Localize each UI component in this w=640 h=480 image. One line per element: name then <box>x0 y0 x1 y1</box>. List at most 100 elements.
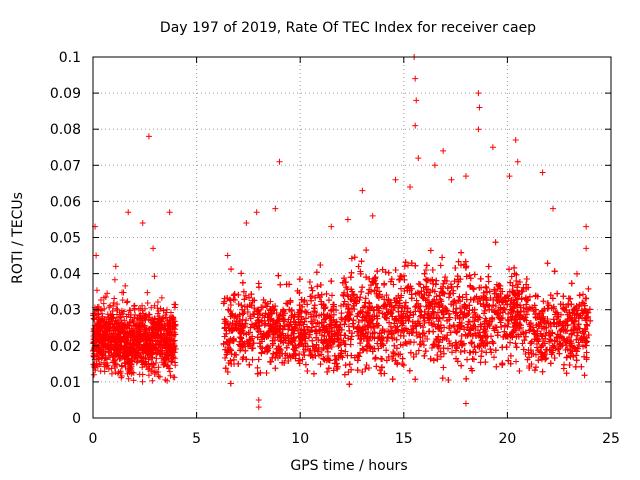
data-point <box>151 273 158 280</box>
data-point <box>539 368 546 375</box>
data-point <box>154 298 161 305</box>
grid <box>93 57 611 418</box>
data-point <box>113 305 120 312</box>
data-point <box>121 308 128 315</box>
data-point <box>93 287 100 294</box>
data-point <box>111 295 118 302</box>
data-point <box>500 305 507 312</box>
data-point <box>348 255 355 262</box>
data-point <box>563 370 570 377</box>
data-point <box>427 247 434 254</box>
data-point <box>145 311 152 318</box>
data-point <box>506 266 513 273</box>
data-point <box>335 343 342 350</box>
data-point <box>171 304 178 311</box>
x-axis-label: GPS time / hours <box>290 458 407 474</box>
data-point <box>457 349 464 356</box>
data-point <box>114 301 121 308</box>
data-point <box>139 378 146 385</box>
data-point <box>462 258 469 265</box>
data-point <box>385 269 392 276</box>
data-point <box>117 313 124 320</box>
data-point <box>535 357 542 364</box>
data-point <box>412 376 419 383</box>
data-point <box>127 307 134 314</box>
data-point <box>309 337 316 344</box>
data-point <box>120 289 127 296</box>
data-point <box>363 247 370 254</box>
data-point <box>585 285 592 292</box>
data-point <box>104 311 111 318</box>
data-point <box>373 363 380 370</box>
data-point <box>123 299 130 306</box>
data-point <box>148 368 155 375</box>
data-point <box>581 372 588 379</box>
data-point <box>108 365 115 372</box>
data-point <box>144 289 151 296</box>
data-point <box>166 365 173 372</box>
data-point <box>338 310 345 317</box>
data-point <box>133 359 140 366</box>
data-point <box>313 269 320 276</box>
data-point <box>155 373 162 380</box>
chart-title: Day 197 of 2019, Rate Of TEC Index for r… <box>160 20 536 36</box>
data-point <box>139 371 146 378</box>
data-point <box>561 361 568 368</box>
data-point <box>119 297 126 304</box>
data-point <box>401 263 408 270</box>
data-point <box>467 339 474 346</box>
data-point <box>131 302 138 309</box>
data-point <box>122 282 129 289</box>
data-point <box>158 294 165 301</box>
data-point <box>254 364 261 371</box>
data-point <box>156 373 163 380</box>
data-point <box>423 266 430 273</box>
data-point <box>328 292 335 299</box>
data-point <box>415 347 422 354</box>
data-point <box>111 276 118 283</box>
data-point <box>171 301 178 308</box>
data-point <box>477 359 484 366</box>
data-point <box>118 373 125 380</box>
data-point <box>154 310 161 317</box>
data-point <box>130 369 137 376</box>
data-point <box>544 260 551 267</box>
data-point <box>406 367 413 374</box>
data-point <box>130 318 137 325</box>
data-point <box>118 362 125 369</box>
data-point <box>154 305 161 312</box>
data-point <box>161 334 168 341</box>
data-point <box>578 363 585 370</box>
data-point <box>440 364 447 371</box>
data-point <box>114 361 121 368</box>
data-point <box>90 315 97 322</box>
data-point <box>359 284 366 291</box>
data-point <box>118 374 125 381</box>
data-point <box>323 290 330 297</box>
data-point <box>169 358 176 365</box>
data-point <box>317 361 324 368</box>
data-point <box>238 270 245 277</box>
data-point <box>101 305 108 312</box>
data-point <box>167 372 174 379</box>
data-point <box>302 361 309 368</box>
data-points <box>90 54 594 411</box>
data-point <box>114 306 121 313</box>
data-point <box>348 269 355 276</box>
data-point <box>144 300 151 307</box>
data-point <box>160 307 167 314</box>
data-point <box>100 300 107 307</box>
data-point <box>122 360 129 367</box>
data-point <box>104 290 111 297</box>
data-point <box>516 367 523 374</box>
data-point <box>124 298 131 305</box>
data-point <box>383 347 390 354</box>
data-point <box>148 304 155 311</box>
data-point <box>162 376 169 383</box>
data-point <box>171 374 178 381</box>
data-point <box>149 377 156 384</box>
data-point <box>99 310 106 317</box>
data-point <box>130 377 137 384</box>
data-point <box>238 302 245 309</box>
